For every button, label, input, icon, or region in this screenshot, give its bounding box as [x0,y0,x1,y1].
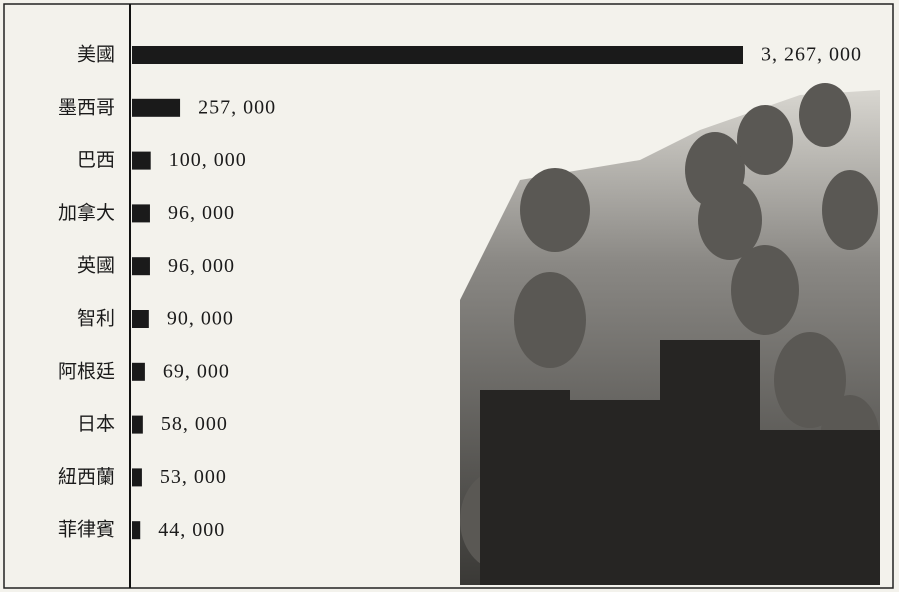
value-label: 44, 000 [158,519,225,541]
category-label: 日本 [77,413,115,435]
bar [132,99,180,117]
bar [132,152,151,170]
bar [132,468,142,486]
category-label: 加拿大 [58,201,115,224]
page: {"chart_data": {"type": "bar", "orientat… [0,0,899,592]
bar [132,521,140,539]
value-label: 100, 000 [169,149,247,171]
value-label: 58, 000 [161,413,228,435]
value-label: 53, 000 [160,466,227,488]
photo [460,83,880,585]
value-label: 96, 000 [168,255,235,277]
value-label: 3, 267, 000 [761,44,862,66]
category-label: 菲律賓 [58,519,115,541]
bar [132,46,743,64]
category-label: 巴西 [77,149,115,171]
bar [132,204,150,222]
value-label: 90, 000 [167,308,234,330]
value-label: 257, 000 [198,96,276,118]
category-label: 阿根廷 [58,360,115,382]
category-label: 智利 [77,308,115,330]
bar [132,363,145,381]
value-label: 96, 000 [168,202,235,224]
category-label: 美國 [77,44,115,66]
value-label: 69, 000 [163,360,230,382]
category-label: 紐西蘭 [58,466,115,488]
category-label: 墨西哥 [58,96,115,118]
chart: 美國 3, 267, 000 墨西哥 257, 000 巴西 100, 000 加拿大 96,… [0,0,899,592]
bar [132,257,150,275]
category-label: 英國 [77,255,115,277]
bar [132,416,143,434]
bar [132,310,149,328]
